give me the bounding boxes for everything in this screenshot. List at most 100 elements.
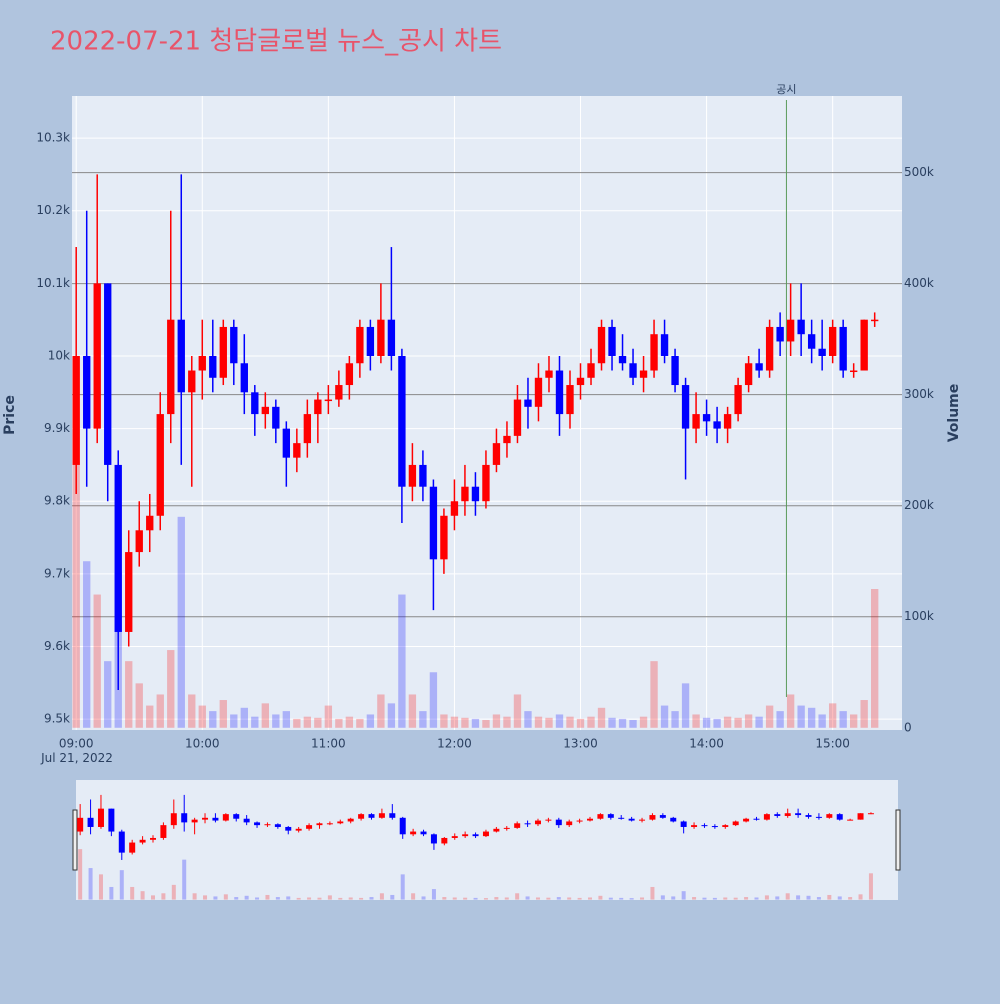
volume-bar: [555, 714, 564, 728]
slider-volume-bar: [244, 895, 249, 900]
slider-candle: [264, 824, 271, 826]
slider-volume-bar: [567, 897, 572, 900]
candle-body: [240, 363, 248, 393]
slider-candle: [836, 814, 843, 820]
volume-bar: [797, 705, 805, 728]
slider-volume-bar: [182, 859, 187, 900]
range-slider[interactable]: [76, 780, 898, 900]
candle-body: [272, 406, 280, 429]
slider-candle: [732, 821, 739, 826]
slider-candle: [503, 827, 510, 829]
slider-candle: [181, 813, 188, 823]
slider-volume-bar: [327, 895, 332, 900]
candle-body: [576, 377, 585, 386]
candle-body: [513, 399, 522, 436]
volume-bar: [755, 716, 763, 728]
slider-candle: [118, 831, 125, 853]
candle-body: [293, 443, 301, 458]
candle-body: [871, 319, 879, 322]
volume-bar: [860, 700, 868, 728]
slider-volume-bar: [671, 896, 676, 900]
slider-volume-bar: [255, 897, 260, 900]
slider-candle: [316, 823, 323, 826]
slider-volume-bar: [359, 897, 364, 900]
candle-body: [618, 355, 627, 364]
x-tick-label: 10:00: [185, 737, 220, 751]
y2-axis-title: Volume: [946, 384, 962, 443]
slider-candle: [233, 814, 240, 819]
slider-candle: [711, 826, 718, 828]
y-tick-label: 9.9k: [44, 421, 70, 435]
candle-body: [366, 326, 375, 356]
slider-candle: [430, 834, 437, 844]
slider-volume-bar: [390, 894, 395, 900]
slider-candle: [451, 836, 458, 838]
volume-bar: [156, 694, 164, 728]
slider-volume-bar: [203, 895, 208, 900]
candle-body: [755, 363, 763, 371]
slider-candle: [514, 823, 521, 828]
volume-bar: [608, 717, 616, 728]
candle-body: [702, 414, 711, 422]
volume-bar: [818, 714, 826, 728]
candle-body: [681, 385, 690, 429]
slider-candle: [493, 828, 500, 832]
volume-bar: [335, 718, 343, 728]
x-tick-label: 09:00: [59, 737, 94, 751]
candle-body: [723, 414, 732, 429]
candle-body: [314, 399, 322, 415]
candle-body: [765, 326, 774, 371]
volume-bar: [807, 707, 816, 728]
candle-body: [849, 370, 858, 373]
volume-bar: [839, 711, 847, 728]
slider-volume-bar: [816, 897, 821, 900]
slider-volume-bar: [452, 897, 457, 900]
slider-volume-bar: [369, 897, 374, 900]
slider-volume-bar: [473, 897, 478, 900]
candle-body: [387, 319, 396, 356]
slider-candle: [285, 826, 292, 831]
slider-volume-bar: [546, 897, 551, 900]
candle-body: [482, 464, 490, 502]
slider-volume-bar: [307, 897, 312, 900]
slider-candle: [368, 814, 375, 818]
slider-candle: [722, 825, 729, 827]
range-handle[interactable]: [72, 809, 78, 871]
slider-candle: [160, 825, 167, 838]
candle-body: [345, 363, 354, 386]
volume-bar: [828, 703, 837, 728]
slider-volume-bar: [494, 897, 499, 900]
slider-candle: [618, 817, 625, 819]
slider-candle: [420, 831, 427, 835]
candle-body: [125, 552, 133, 632]
slider-candle: [191, 819, 198, 823]
y-tick-label: 10.2k: [36, 203, 70, 217]
volume-bar: [671, 711, 679, 728]
slider-candle: [576, 820, 583, 822]
volume-bar: [545, 717, 553, 728]
slider-volume-bar: [213, 896, 218, 900]
slider-candle: [129, 842, 136, 853]
candle-body: [177, 319, 185, 393]
slider-candle: [857, 813, 864, 820]
slider-candle: [170, 813, 177, 826]
slider-candle: [243, 818, 250, 823]
volume-bar: [377, 694, 385, 728]
y2-tick-label: 300k: [904, 387, 934, 401]
slider-candle: [774, 814, 781, 816]
slider-candle: [815, 816, 822, 818]
y2-tick-label: 100k: [904, 609, 934, 623]
slider-volume-bar: [858, 894, 863, 900]
slider-volume-bar: [119, 870, 124, 900]
volume-bar: [272, 714, 280, 728]
slider-candle: [691, 825, 698, 827]
slider-volume-bar: [338, 897, 343, 900]
volume-bar: [387, 703, 396, 728]
slider-volume-bar: [192, 893, 197, 900]
slider-volume-bar: [463, 897, 468, 900]
slider-candle: [222, 814, 229, 821]
range-handle[interactable]: [895, 809, 901, 871]
slider-volume-bar: [88, 868, 93, 900]
x-tick-label: 13:00: [563, 737, 598, 751]
candle-body: [555, 370, 564, 415]
